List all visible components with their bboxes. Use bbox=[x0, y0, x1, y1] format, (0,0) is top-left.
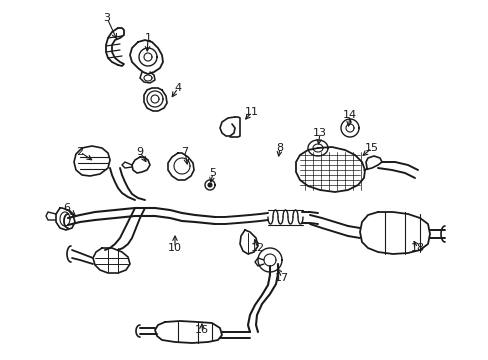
Text: 11: 11 bbox=[244, 107, 259, 117]
Text: 9: 9 bbox=[136, 147, 143, 157]
Polygon shape bbox=[207, 183, 212, 187]
Text: 2: 2 bbox=[76, 147, 83, 157]
Text: 15: 15 bbox=[364, 143, 378, 153]
Text: 5: 5 bbox=[209, 168, 216, 178]
Text: 4: 4 bbox=[174, 83, 181, 93]
Text: 17: 17 bbox=[274, 273, 288, 283]
Text: 7: 7 bbox=[181, 147, 188, 157]
Text: 1: 1 bbox=[144, 33, 151, 43]
Text: 18: 18 bbox=[410, 243, 424, 253]
Text: 8: 8 bbox=[276, 143, 283, 153]
Text: 16: 16 bbox=[195, 325, 208, 335]
Text: 10: 10 bbox=[168, 243, 182, 253]
Text: 12: 12 bbox=[250, 243, 264, 253]
Text: 13: 13 bbox=[312, 128, 326, 138]
Text: 6: 6 bbox=[63, 203, 70, 213]
Text: 3: 3 bbox=[103, 13, 110, 23]
Text: 14: 14 bbox=[342, 110, 356, 120]
